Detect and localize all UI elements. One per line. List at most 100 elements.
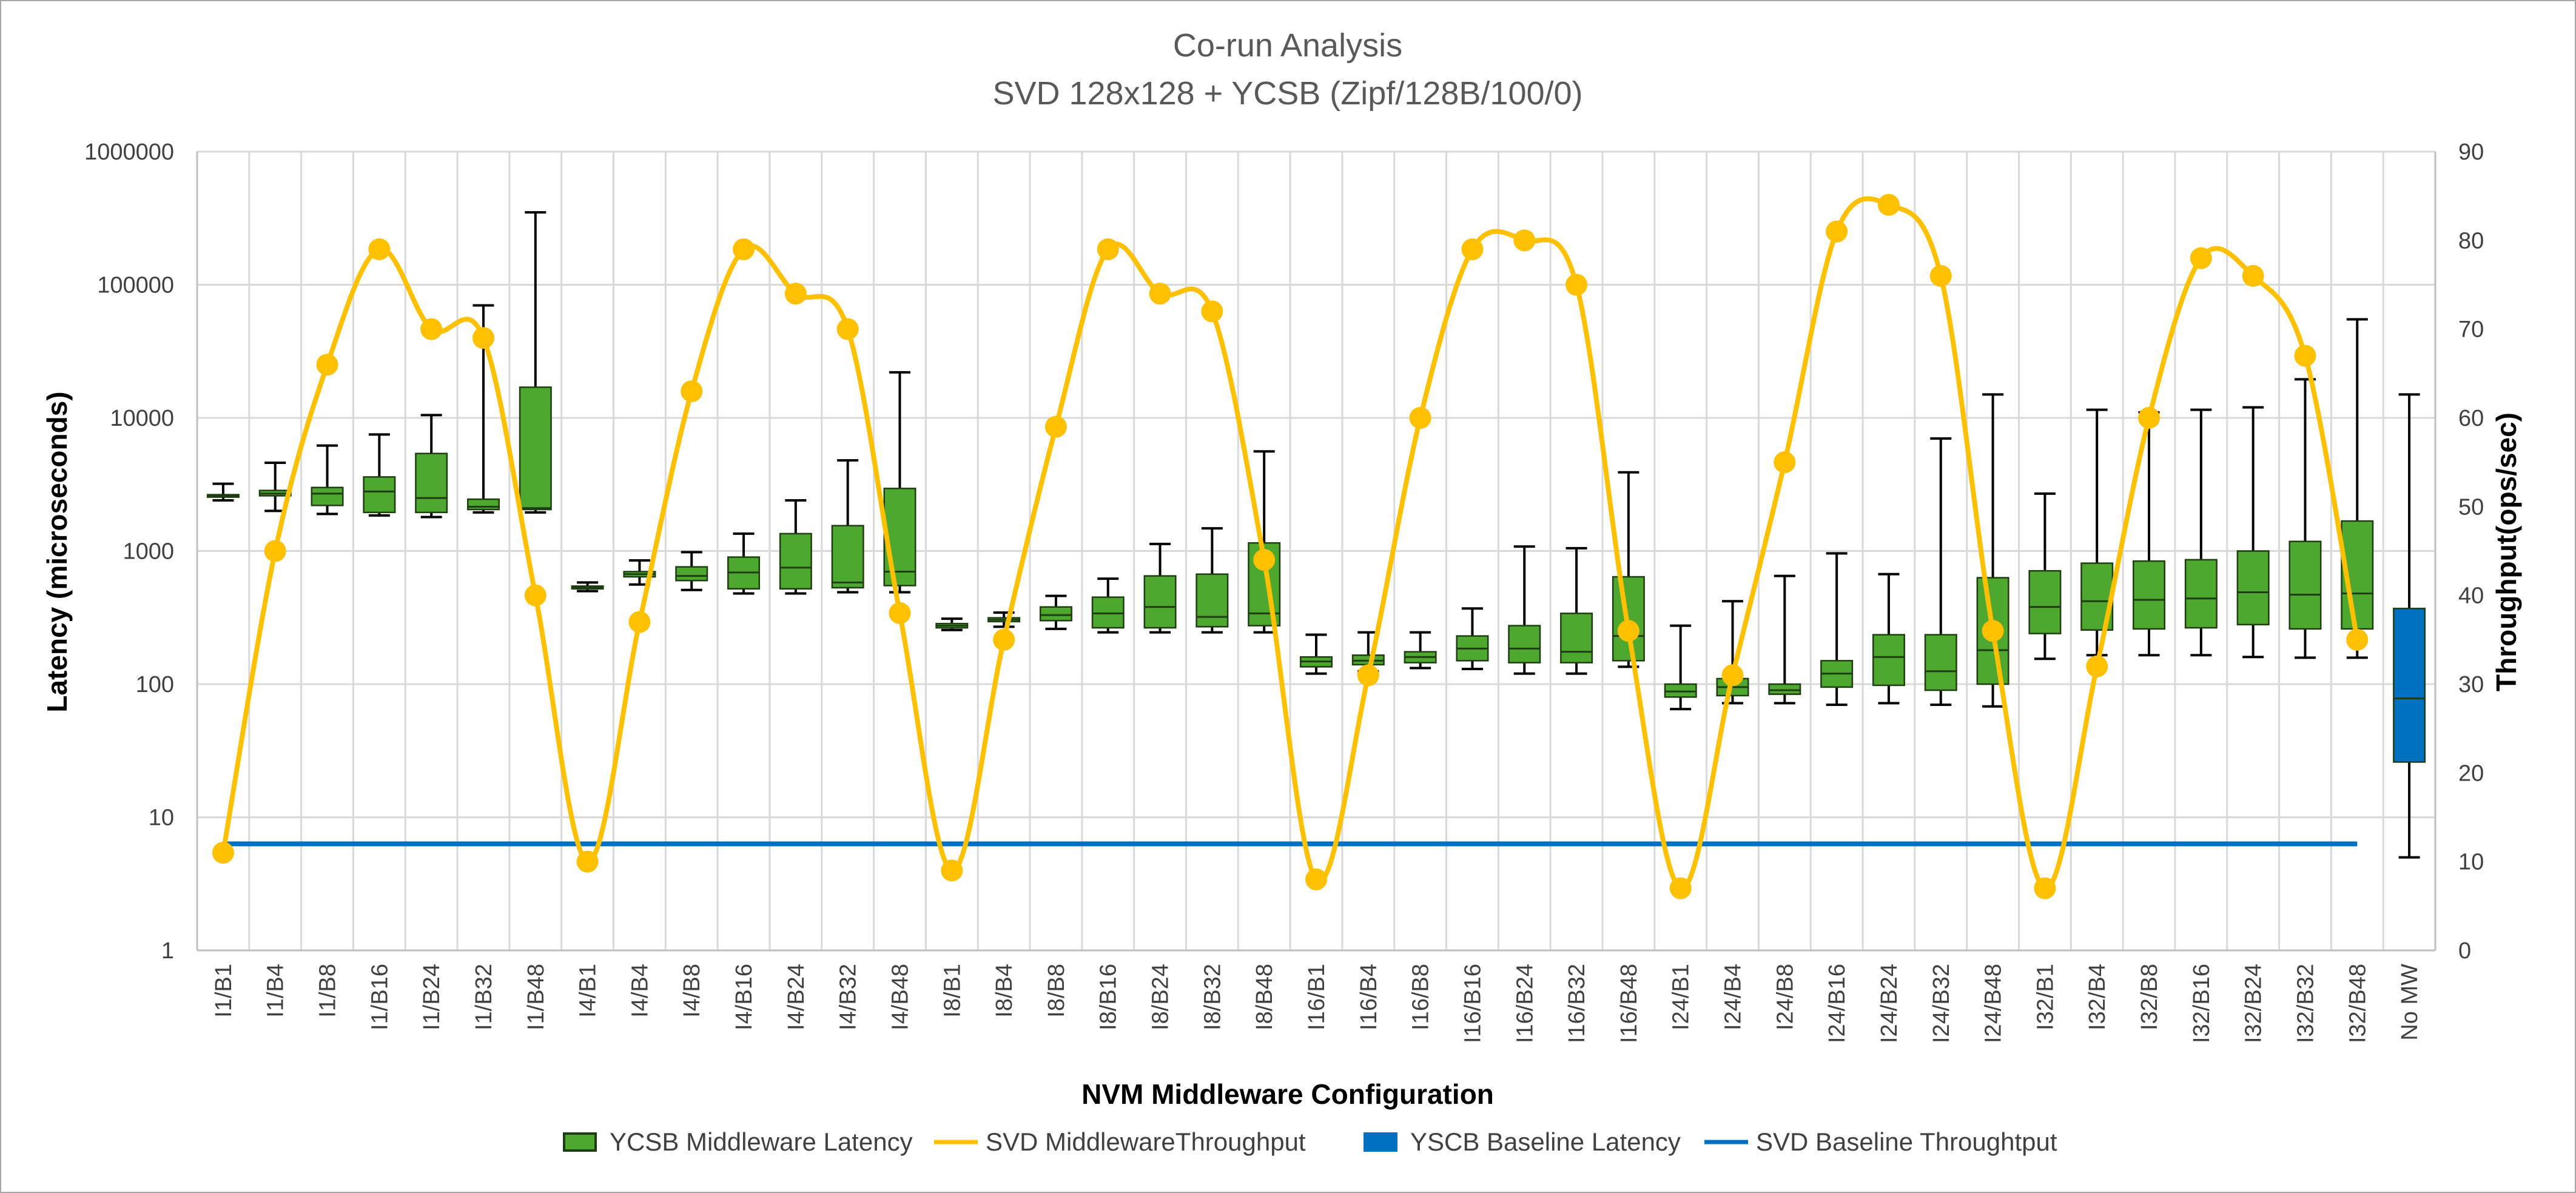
svd-throughput-point xyxy=(2346,628,2369,651)
y-left-axis-title: Latency (microseconds) xyxy=(41,391,73,712)
svd-throughput-point xyxy=(316,354,338,376)
ycsb-latency-box xyxy=(1924,634,1957,691)
svd-throughput-point xyxy=(1877,193,1900,216)
x-tick-label: I4/B8 xyxy=(679,964,705,1018)
x-tick-label: I8/B32 xyxy=(1200,964,1225,1030)
ycsb-latency-box xyxy=(311,486,344,506)
svd-throughput-point xyxy=(2242,264,2264,287)
legend-swatch-box xyxy=(1364,1132,1397,1152)
x-tick-label: I16/B24 xyxy=(1512,964,1538,1043)
x-tick-label: I16/B32 xyxy=(1564,964,1590,1043)
x-tick-label: I8/B48 xyxy=(1252,964,1277,1030)
y-left-tick-label: 10000 xyxy=(110,406,174,431)
y-right-tick-label: 80 xyxy=(2458,228,2484,254)
x-tick-label: I1/B32 xyxy=(471,964,497,1030)
svd-throughput-point xyxy=(576,850,599,873)
svd-throughput-point xyxy=(628,611,651,633)
x-tick-label: I8/B24 xyxy=(1148,964,1174,1030)
y-left-tick-label: 10 xyxy=(149,805,174,831)
y-right-tick-label: 70 xyxy=(2458,317,2484,343)
legend-label: YCSB Middleware Latency xyxy=(610,1127,913,1156)
x-tick-label: I16/B1 xyxy=(1304,964,1330,1030)
y-left-tick-label: 100 xyxy=(136,672,174,697)
ycsb-latency-box xyxy=(2028,570,2062,634)
x-tick-label: I32/B32 xyxy=(2293,964,2318,1043)
x-tick-label: I1/B48 xyxy=(523,964,549,1030)
x-tick-label: I1/B16 xyxy=(367,964,392,1030)
y-left-tick-label: 1000000 xyxy=(84,139,174,165)
legend-label: SVD Baseline Throughtput xyxy=(1756,1127,2057,1156)
ycsb-latency-box xyxy=(779,533,812,590)
x-tick-label: I8/B8 xyxy=(1044,964,1069,1018)
svd-throughput-point xyxy=(264,540,286,562)
svd-throughput-point xyxy=(472,327,494,349)
ycsb-latency-box xyxy=(1143,575,1177,629)
svd-throughput-point xyxy=(1826,220,1848,243)
ycsb-latency-box xyxy=(1872,634,1905,687)
svd-throughput-point xyxy=(941,859,963,882)
x-tick-label: I24/B32 xyxy=(1929,964,1954,1043)
svd-throughput-point xyxy=(889,602,911,624)
y-right-tick-label: 30 xyxy=(2458,672,2484,697)
x-tick-label: I24/B48 xyxy=(1981,964,2006,1043)
svd-throughput-point xyxy=(993,628,1015,651)
svd-throughput-point xyxy=(1253,549,1276,571)
svd-throughput-point xyxy=(1669,877,1692,899)
x-tick-label: I16/B8 xyxy=(1408,964,1434,1030)
svd-throughput-point xyxy=(1617,620,1639,642)
grid xyxy=(196,150,2436,952)
svd-throughput-point xyxy=(2190,247,2212,269)
svd-throughput-point xyxy=(681,380,703,403)
x-tick-label: I24/B8 xyxy=(1772,964,1798,1030)
svd-throughput-point xyxy=(733,238,755,260)
x-tick-label: I1/B1 xyxy=(211,964,237,1018)
ycsb-latency-box xyxy=(2288,540,2322,630)
y-right-tick-label: 50 xyxy=(2458,494,2484,520)
svd-throughput-point xyxy=(836,318,859,340)
y-left-tick-label: 1 xyxy=(161,938,174,964)
y-right-axis-title: Throughput(ops/sec) xyxy=(2490,412,2522,691)
x-tick-label: I32/B16 xyxy=(2189,964,2214,1043)
svd-throughput-point xyxy=(1097,238,1119,260)
y-left-tick-label: 1000 xyxy=(123,539,174,565)
ycsb-latency-box xyxy=(1508,625,1541,664)
ycsb-latency-box xyxy=(363,476,396,514)
x-tick-label: I8/B1 xyxy=(940,964,965,1018)
legend-label: SVD MiddlewareThroughput xyxy=(986,1127,1306,1156)
svd-throughput-point xyxy=(1409,407,1431,429)
svd-throughput-point xyxy=(2086,655,2108,677)
legend: YCSB Middleware Latency SVD MiddlewareThr… xyxy=(563,1127,2057,1156)
svd-throughput-point xyxy=(784,283,807,305)
svd-throughput-point xyxy=(1929,264,1952,287)
ycsb-latency-box xyxy=(1560,613,1593,664)
x-tick-label: I24/B4 xyxy=(1721,964,1746,1030)
x-tick-label: I8/B16 xyxy=(1096,964,1122,1030)
x-tick-label: I1/B24 xyxy=(419,964,445,1030)
legend-swatch-box xyxy=(563,1132,597,1152)
y-right-tick-label: 10 xyxy=(2458,850,2484,875)
svd-throughput-point xyxy=(1513,229,1536,252)
svd-throughput-point xyxy=(2138,407,2161,429)
x-tick-label: I4/B4 xyxy=(627,964,653,1018)
svd-throughput-point xyxy=(368,238,391,260)
x-tick-label: I4/B48 xyxy=(887,964,913,1030)
svd-throughput-point xyxy=(2294,344,2316,367)
x-tick-label: I16/B4 xyxy=(1356,964,1382,1030)
y-right-tick-label: 20 xyxy=(2458,761,2484,786)
ycsb-latency-box xyxy=(675,566,708,582)
x-tick-label: No MW xyxy=(2397,964,2423,1041)
y-left-tick-label: 100000 xyxy=(97,273,174,298)
svd-throughput-point xyxy=(2034,877,2056,899)
chart-subtitle: SVD 128x128 + YCSB (Zipf/128B/100/0) xyxy=(992,75,1582,112)
svd-throughput-point xyxy=(1721,664,1744,687)
ycsb-latency-box xyxy=(1768,683,1801,695)
svd-throughput-point xyxy=(1044,415,1067,438)
x-tick-label: I32/B1 xyxy=(2033,964,2058,1030)
x-tick-label: I32/B8 xyxy=(2137,964,2162,1030)
svd-throughput-point xyxy=(1149,283,1171,305)
svd-throughput-point xyxy=(1357,664,1379,687)
x-tick-label: I4/B32 xyxy=(836,964,861,1030)
y-right-tick-label: 0 xyxy=(2458,938,2471,964)
x-tick-label: I1/B4 xyxy=(263,964,289,1018)
